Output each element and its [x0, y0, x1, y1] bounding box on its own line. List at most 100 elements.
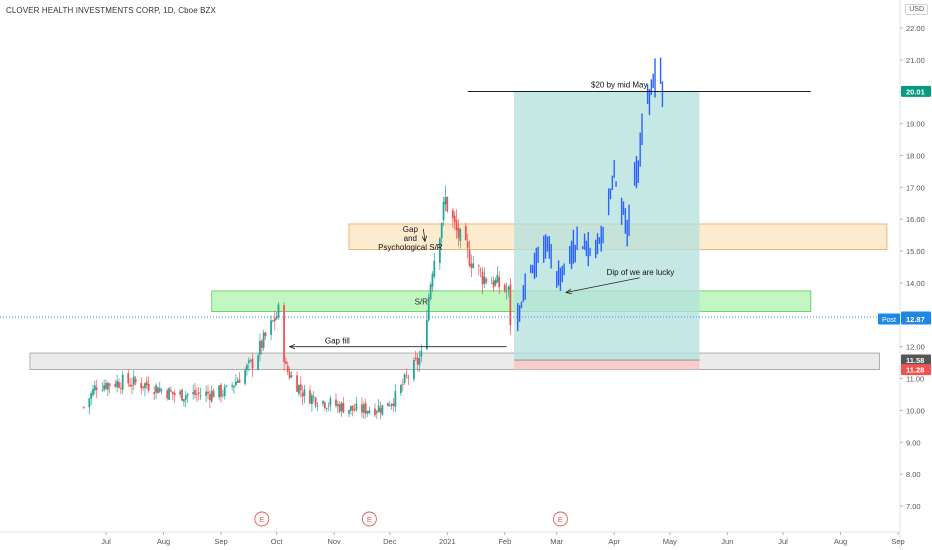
candle-body: [492, 280, 495, 288]
y-tick-label: 8.00: [906, 470, 921, 479]
candle-body: [338, 404, 341, 412]
candle-body: [194, 390, 196, 396]
x-tick-label: May: [663, 537, 677, 546]
y-tick-label: 21.00: [906, 56, 925, 65]
price-label-bg: [901, 354, 931, 366]
candle-body: [390, 403, 393, 406]
candle-body: [166, 390, 169, 399]
candle-body: [431, 274, 434, 287]
candle-body: [479, 269, 482, 271]
x-tick-label: Sep: [214, 537, 227, 546]
candle-body: [400, 385, 402, 394]
candle-body: [251, 358, 254, 369]
candle-body: [127, 373, 130, 384]
earnings-marker-label: E: [259, 515, 264, 524]
candle-body: [310, 395, 313, 405]
candle-body: [440, 223, 443, 239]
earnings-marker-label: E: [367, 515, 372, 524]
price-label-text: 20.01: [906, 87, 925, 96]
candle-body: [509, 284, 512, 326]
candle-body: [171, 391, 174, 395]
earnings-marker-label: E: [558, 515, 563, 524]
candle-body: [118, 382, 120, 388]
candle-body: [173, 393, 176, 396]
candle-body: [351, 405, 354, 411]
candle-body: [427, 297, 430, 321]
candle-body: [210, 390, 213, 402]
price-label: Post 12.87: [878, 313, 931, 325]
post-badge-text: Post: [882, 317, 896, 324]
annotation-arrow: [566, 277, 640, 293]
annotation-arrow: [423, 228, 425, 242]
x-tick-label: Jun: [721, 537, 733, 546]
x-tick-label: Feb: [498, 537, 511, 546]
candle-body: [101, 389, 104, 391]
candle-body: [407, 377, 410, 378]
candle-body: [301, 392, 304, 397]
x-tick-label: Nov: [327, 537, 341, 546]
candle-body: [270, 320, 272, 335]
candle-body: [387, 402, 389, 407]
candle-body: [312, 396, 315, 398]
candle-body: [348, 410, 350, 414]
candle-body: [444, 196, 447, 205]
candle-body: [273, 318, 276, 322]
candle-body: [342, 402, 345, 413]
candle-body: [218, 385, 221, 398]
candle-body: [329, 398, 332, 406]
candle-body: [468, 249, 471, 266]
x-tick-label: Apr: [608, 537, 620, 546]
candle-body: [418, 357, 421, 366]
candle-body: [88, 398, 91, 408]
y-tick-label: 15.00: [906, 247, 925, 256]
price-label-bg: [901, 313, 931, 325]
candle-body: [403, 374, 406, 384]
candle-body: [392, 403, 395, 406]
candle-body: [405, 375, 408, 377]
price-label-text: 11.58: [906, 356, 924, 365]
candle-body: [290, 375, 293, 378]
candle-body: [145, 381, 148, 386]
candle-body: [184, 395, 187, 400]
candle-body: [103, 385, 106, 390]
candle-body: [327, 406, 330, 407]
candle-body: [355, 403, 358, 410]
candle-body: [375, 411, 378, 414]
candle-body: [155, 385, 157, 393]
candle-body: [225, 385, 228, 387]
candle-body: [158, 388, 161, 392]
candle-body: [366, 411, 369, 414]
candle-body: [453, 215, 456, 222]
candle-body: [362, 404, 365, 413]
position-profit-area: [514, 91, 700, 361]
candle-body: [93, 385, 96, 391]
currency-badge[interactable]: USD: [905, 4, 928, 15]
candle-body: [388, 405, 391, 407]
candle-body: [297, 385, 300, 394]
candle-body: [335, 399, 337, 406]
earnings-marker-icon: [254, 511, 270, 527]
candle-body: [236, 380, 239, 383]
candle-body: [272, 320, 274, 322]
candle-body: [361, 404, 363, 413]
candle-body: [481, 271, 484, 285]
candle-body: [498, 277, 501, 288]
candle-body: [496, 275, 499, 283]
candle-body: [92, 388, 94, 396]
candle-body: [238, 379, 241, 383]
candle-body: [286, 365, 289, 373]
candle-body: [425, 320, 428, 350]
price-label-bg: [901, 364, 931, 376]
candle-body: [205, 391, 208, 396]
candle-body: [116, 380, 119, 388]
candle-body: [377, 405, 380, 413]
candle-body: [114, 383, 117, 387]
candle-body: [353, 409, 356, 411]
candle-body: [231, 385, 234, 387]
y-tick-label: 17.00: [906, 183, 925, 192]
y-tick-label: 7.00: [906, 502, 921, 511]
price-label-text: 12.87: [906, 315, 925, 324]
candle-body: [296, 375, 298, 392]
candle-body: [119, 388, 122, 389]
